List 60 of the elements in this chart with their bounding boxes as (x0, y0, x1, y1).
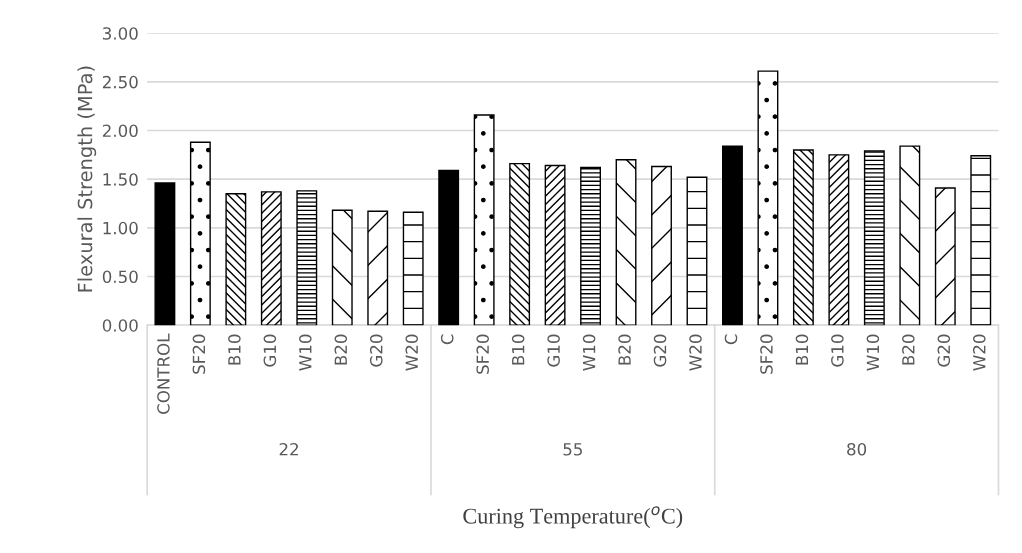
x-tick-label: B20 (618, 334, 631, 365)
bar (828, 154, 850, 326)
x-tick-label: B10 (511, 334, 525, 365)
bar (225, 193, 247, 326)
x-tick-label: B10 (795, 334, 809, 365)
x-tick-label: W20 (689, 334, 702, 371)
x-tick-label: G10 (547, 334, 560, 367)
bar (792, 149, 814, 326)
bar (473, 114, 495, 326)
y-tick-label: 2.50 (102, 75, 138, 89)
bar (899, 145, 921, 326)
bar (402, 211, 424, 326)
bar (438, 169, 460, 326)
y-tick-label: 1.00 (103, 221, 138, 235)
bar (154, 182, 176, 326)
text: 80 (847, 442, 867, 456)
x-tick-label: C (440, 334, 454, 345)
x-tick-label: W20 (972, 334, 986, 371)
x-tick-label: G10 (831, 334, 844, 367)
x-tick-label: W10 (866, 334, 880, 371)
bar (863, 150, 885, 326)
x-axis-title: Curing Temperature($^{o}$C) (463, 506, 683, 529)
bar (970, 155, 992, 326)
text: 22 (279, 442, 298, 456)
x-tick-label: SF20 (760, 334, 773, 374)
x-tick-label: G10 (263, 334, 277, 367)
bar (509, 162, 531, 326)
x-tick-label: B20 (334, 334, 348, 365)
bar (544, 164, 566, 326)
bar (331, 209, 353, 326)
x-tick-label: W10 (582, 334, 596, 371)
y-tick-label: 0.50 (102, 270, 138, 284)
bar (934, 187, 956, 326)
y-tick-label: 2.00 (102, 124, 138, 138)
x-tick-label: SF20 (476, 334, 489, 374)
bar (615, 159, 637, 326)
bar (367, 210, 389, 326)
bar (189, 141, 211, 326)
x-tick-label: CONTROL (157, 333, 170, 414)
bar (651, 165, 672, 326)
x-tick-label: G20 (937, 334, 951, 367)
x-tick-label: B10 (228, 334, 241, 365)
x-tick-label: G20 (653, 334, 667, 367)
bar (260, 191, 282, 326)
y-tick-label: 3.00 (103, 27, 138, 40)
text: 55 (563, 443, 582, 456)
x-tick-label: G20 (369, 334, 383, 367)
bar (296, 190, 318, 326)
x-tick-label: SF20 (192, 334, 206, 374)
x-tick-label: W10 (299, 334, 312, 371)
bar (580, 166, 602, 326)
bar (686, 176, 708, 326)
x-tick-label: C (724, 334, 738, 345)
bar (722, 145, 743, 326)
y-tick-label: 0.00 (102, 319, 138, 332)
y-axis-title: Flexural Strength (MPa) (77, 66, 97, 292)
x-tick-label: B20 (902, 334, 915, 365)
x-tick-label: W20 (405, 334, 419, 371)
y-tick-label: 1.50 (103, 173, 138, 186)
bar (757, 70, 779, 326)
